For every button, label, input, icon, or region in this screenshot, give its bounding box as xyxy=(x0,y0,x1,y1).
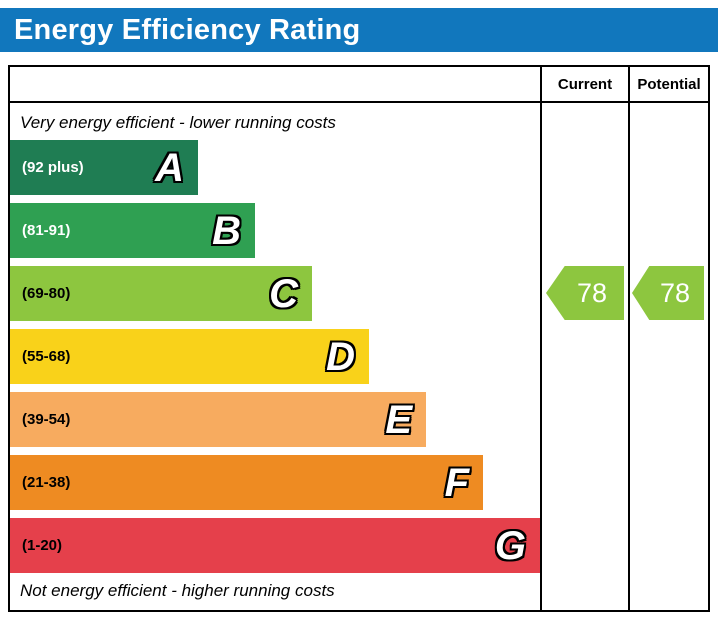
column-divider xyxy=(540,67,542,610)
band-range-label: (21-38) xyxy=(22,474,71,491)
title-bar: Energy Efficiency Rating xyxy=(0,8,718,52)
band-row-c: (69-80) C xyxy=(10,266,312,321)
band-range-label: (55-68) xyxy=(22,348,71,365)
current-column-header: Current xyxy=(557,75,613,93)
potential-column-header: Potential xyxy=(637,75,701,93)
band-letter: F xyxy=(444,460,469,505)
current-rating-value: 78 xyxy=(576,277,608,308)
top-note: Very energy efficient - lower running co… xyxy=(20,113,336,132)
band-range-label: (69-80) xyxy=(22,285,71,302)
band-range-label: (1-20) xyxy=(22,537,63,554)
band-row-f: (21-38) F xyxy=(10,455,483,510)
band-row-b: (81-91) B xyxy=(10,203,255,258)
band-letter: E xyxy=(385,397,412,442)
potential-rating-value: 78 xyxy=(659,277,691,308)
column-divider xyxy=(628,67,630,610)
potential-rating-arrow: 78 xyxy=(632,266,704,320)
band-letter: B xyxy=(212,208,241,253)
page-title: Energy Efficiency Rating xyxy=(14,13,361,46)
band-letter: G xyxy=(494,523,526,568)
energy-rating-chart: Current Potential Very energy efficient … xyxy=(8,65,710,612)
band-row-e: (39-54) E xyxy=(10,392,426,447)
band-row-g: (1-20) G xyxy=(10,518,540,573)
band-row-a: (92 plus) A xyxy=(10,140,198,195)
header-divider-line xyxy=(10,101,708,103)
band-range-label: (92 plus) xyxy=(22,159,84,176)
band-letter: A xyxy=(155,145,184,190)
band-letter: C xyxy=(269,271,298,316)
bottom-note: Not energy efficient - higher running co… xyxy=(20,581,335,600)
current-rating-arrow: 78 xyxy=(546,266,624,320)
band-range-label: (81-91) xyxy=(22,222,71,239)
band-letter: D xyxy=(326,334,355,379)
band-row-d: (55-68) D xyxy=(10,329,369,384)
band-range-label: (39-54) xyxy=(22,411,71,428)
